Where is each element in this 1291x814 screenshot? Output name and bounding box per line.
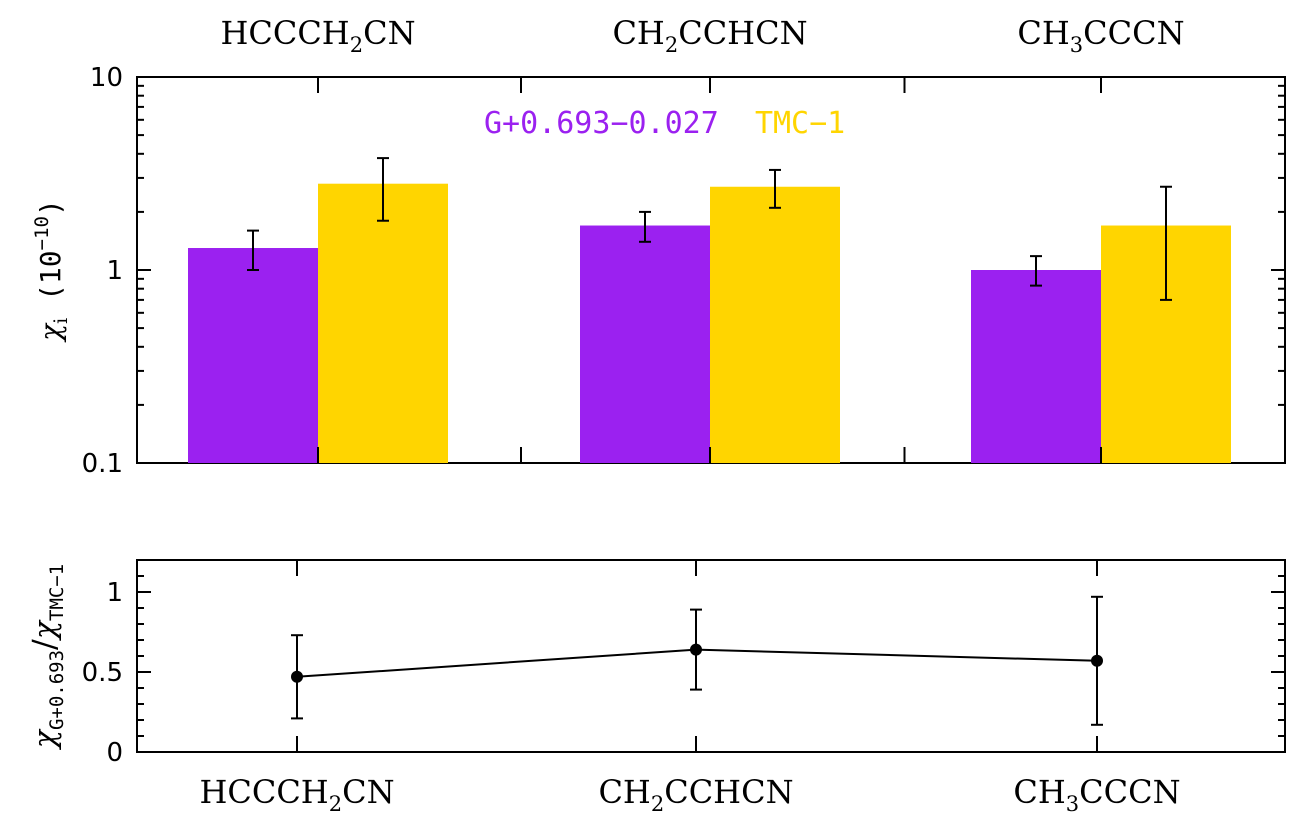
y-tick-label: 10 [90,63,123,93]
bar-g0693-2 [971,270,1101,463]
category-label-top-1: CH2CCHCN [612,14,807,57]
ratio-point-2 [1091,654,1103,667]
category-label-top-0: HCCCH2CN [220,14,415,57]
bottom-panel: 0 0.5 1 χG+0.693/χTMC−1 HCCCH2CN CH2CCHCN CH3C… [25,559,1285,814]
ratio-y-tick-label: 1 [106,578,123,608]
y-axis-label: χi (10−10) [31,199,72,343]
category-label-bottom-2: CH3CCCN [1013,773,1180,814]
errorbar-g0693-1 [639,210,651,243]
ratio-y-tick-label: 0 [106,738,123,768]
legend: G+0.693−0.027 TMC−1 [484,106,845,141]
bottom-panel-frame [136,559,1286,753]
bar-tmc1-1 [710,186,840,463]
category-label-top-2: CH3CCCN [1017,14,1184,57]
legend-entry-g0693: G+0.693−0.027 [484,106,719,141]
errorbar-tmc1-0 [377,157,389,222]
y-tick-label: 0.1 [82,449,123,479]
y-tick-label: 1 [106,256,123,286]
ratio-point-1 [690,643,702,656]
category-label-bottom-0: HCCCH2CN [199,773,394,814]
category-label-bottom-1: CH2CCHCN [598,773,793,814]
errorbar-tmc1-2 [1160,185,1172,301]
top-panel: 0.1 1 10 χi (10−10) HCCCH2CN CH2CCHCN CH3CCCN G… [31,14,1285,479]
bar-g0693-0 [188,248,318,463]
errorbar-tmc1-1 [769,168,781,209]
bar-g0693-1 [580,225,710,463]
ratio-y-axis-label: χG+0.693/χTMC−1 [25,564,68,750]
ratio-y-tick-label: 0.5 [82,658,123,688]
ratio-point-0 [291,670,303,683]
bar-tmc1-0 [318,183,448,464]
errorbar-g0693-0 [247,229,259,271]
legend-entry-tmc1: TMC−1 [755,106,845,141]
errorbar-g0693-2 [1030,255,1042,287]
